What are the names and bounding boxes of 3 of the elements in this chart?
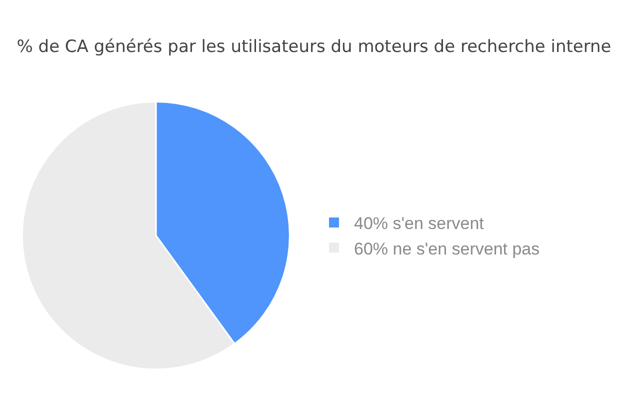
legend-label: 60% ne s'en servent pas: [354, 239, 540, 258]
chart-title: % de CA générés par les utilisateurs du moteurs de recherche interne: [16, 37, 612, 57]
legend-label: 40% s'en servent: [354, 214, 484, 234]
